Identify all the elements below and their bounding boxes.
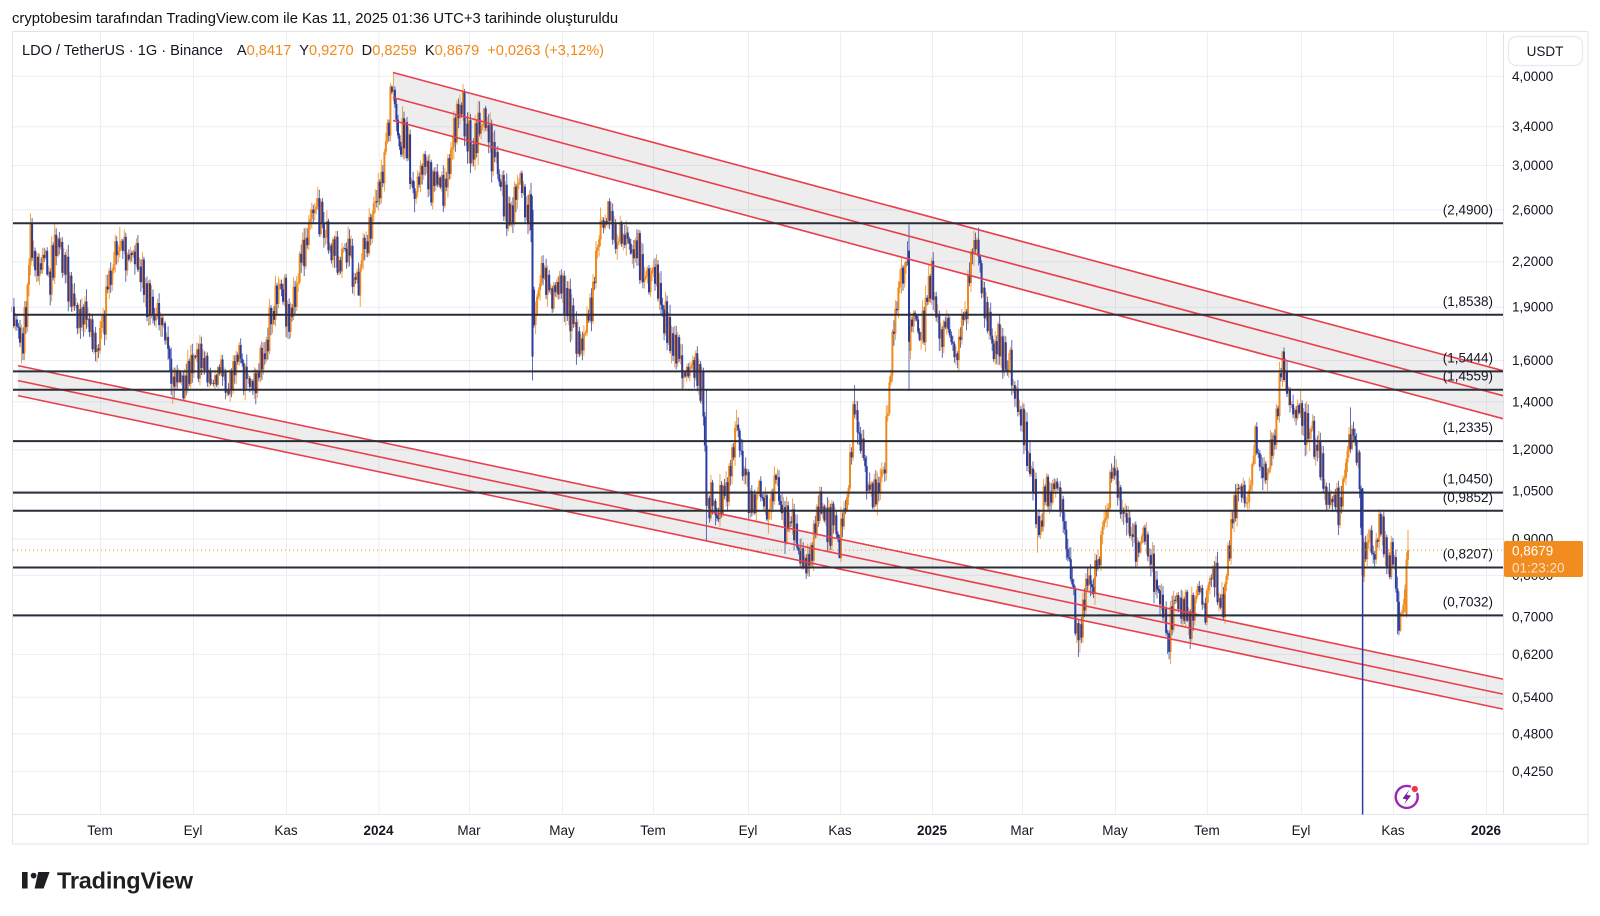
svg-text:Kas: Kas <box>274 823 298 838</box>
svg-text:3,4000: 3,4000 <box>1512 119 1553 134</box>
svg-text:0,6200: 0,6200 <box>1512 647 1553 662</box>
svg-text:(0,8207): (0,8207) <box>1443 547 1493 562</box>
svg-text:Tem: Tem <box>1194 823 1220 838</box>
svg-text:TradingView: TradingView <box>57 868 194 894</box>
svg-text:May: May <box>1102 823 1128 838</box>
svg-text:Tem: Tem <box>87 823 113 838</box>
svg-text:4,0000: 4,0000 <box>1512 69 1553 84</box>
svg-text:2,6000: 2,6000 <box>1512 202 1553 217</box>
svg-text:Eyl: Eyl <box>739 823 758 838</box>
svg-text:Kas: Kas <box>828 823 852 838</box>
svg-text:0,4800: 0,4800 <box>1512 726 1553 741</box>
svg-text:0,7000: 0,7000 <box>1512 609 1553 624</box>
svg-text:May: May <box>549 823 575 838</box>
svg-text:(2,4900): (2,4900) <box>1443 202 1493 217</box>
svg-text:1,9000: 1,9000 <box>1512 300 1553 315</box>
svg-text:(1,0450): (1,0450) <box>1443 472 1493 487</box>
svg-text:2024: 2024 <box>363 823 394 838</box>
svg-text:1,4000: 1,4000 <box>1512 394 1553 409</box>
svg-text:(0,9852): (0,9852) <box>1443 490 1493 505</box>
svg-text:(1,2335): (1,2335) <box>1443 420 1493 435</box>
svg-text:(1,5444): (1,5444) <box>1443 350 1493 365</box>
svg-text:Eyl: Eyl <box>1292 823 1311 838</box>
svg-text:2,2000: 2,2000 <box>1512 254 1553 269</box>
svg-text:0,8679: 0,8679 <box>1512 544 1553 559</box>
svg-text:2025: 2025 <box>917 823 948 838</box>
svg-text:0,5400: 0,5400 <box>1512 690 1553 705</box>
svg-text:1,6000: 1,6000 <box>1512 353 1553 368</box>
svg-text:Mar: Mar <box>457 823 481 838</box>
svg-text:(0,7032): (0,7032) <box>1443 594 1493 609</box>
svg-text:(1,8538): (1,8538) <box>1443 294 1493 309</box>
svg-text:Kas: Kas <box>1381 823 1405 838</box>
svg-text:3,0000: 3,0000 <box>1512 158 1553 173</box>
svg-text:1,0500: 1,0500 <box>1512 484 1553 499</box>
svg-text:Mar: Mar <box>1010 823 1034 838</box>
svg-text:Eyl: Eyl <box>184 823 203 838</box>
svg-text:2026: 2026 <box>1471 823 1502 838</box>
svg-text:(1,4559): (1,4559) <box>1443 369 1493 384</box>
svg-text:01:23:20: 01:23:20 <box>1512 561 1565 576</box>
svg-text:Tem: Tem <box>640 823 666 838</box>
svg-text:0,4250: 0,4250 <box>1512 764 1553 779</box>
svg-text:1,2000: 1,2000 <box>1512 442 1553 457</box>
svg-text:USDT: USDT <box>1527 44 1564 59</box>
svg-text:cryptobesim tarafından Trading: cryptobesim tarafından TradingView.com i… <box>12 11 618 27</box>
